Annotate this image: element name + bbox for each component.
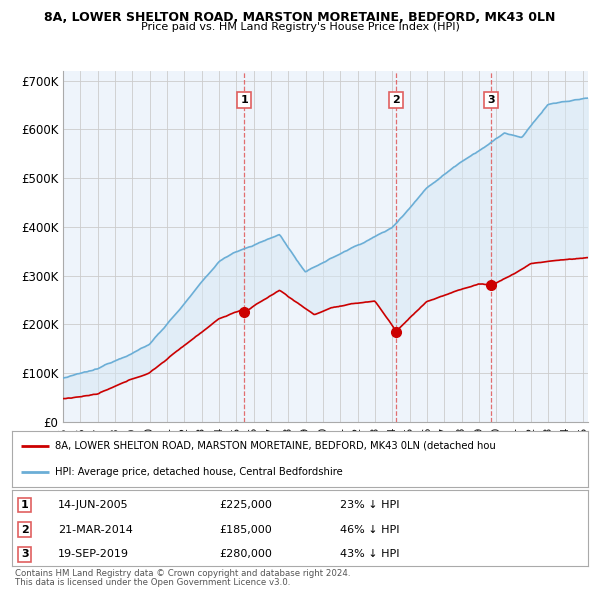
Text: 8A, LOWER SHELTON ROAD, MARSTON MORETAINE, BEDFORD, MK43 0LN: 8A, LOWER SHELTON ROAD, MARSTON MORETAIN… xyxy=(44,11,556,24)
Text: 23% ↓ HPI: 23% ↓ HPI xyxy=(340,500,400,510)
Text: 3: 3 xyxy=(488,95,495,105)
Text: Price paid vs. HM Land Registry's House Price Index (HPI): Price paid vs. HM Land Registry's House … xyxy=(140,22,460,32)
Text: 21-MAR-2014: 21-MAR-2014 xyxy=(58,525,133,535)
Text: 1: 1 xyxy=(21,500,29,510)
Text: 8A, LOWER SHELTON ROAD, MARSTON MORETAINE, BEDFORD, MK43 0LN (detached hou: 8A, LOWER SHELTON ROAD, MARSTON MORETAIN… xyxy=(55,441,496,451)
Text: £225,000: £225,000 xyxy=(220,500,272,510)
Text: 46% ↓ HPI: 46% ↓ HPI xyxy=(340,525,400,535)
Text: £185,000: £185,000 xyxy=(220,525,272,535)
Text: 3: 3 xyxy=(21,549,28,559)
Text: £280,000: £280,000 xyxy=(220,549,272,559)
Text: 1: 1 xyxy=(240,95,248,105)
Text: 43% ↓ HPI: 43% ↓ HPI xyxy=(340,549,400,559)
Text: 2: 2 xyxy=(21,525,29,535)
Text: HPI: Average price, detached house, Central Bedfordshire: HPI: Average price, detached house, Cent… xyxy=(55,467,343,477)
Text: 19-SEP-2019: 19-SEP-2019 xyxy=(58,549,129,559)
Text: 2: 2 xyxy=(392,95,400,105)
Text: This data is licensed under the Open Government Licence v3.0.: This data is licensed under the Open Gov… xyxy=(15,578,290,587)
Text: Contains HM Land Registry data © Crown copyright and database right 2024.: Contains HM Land Registry data © Crown c… xyxy=(15,569,350,578)
Text: 14-JUN-2005: 14-JUN-2005 xyxy=(58,500,129,510)
